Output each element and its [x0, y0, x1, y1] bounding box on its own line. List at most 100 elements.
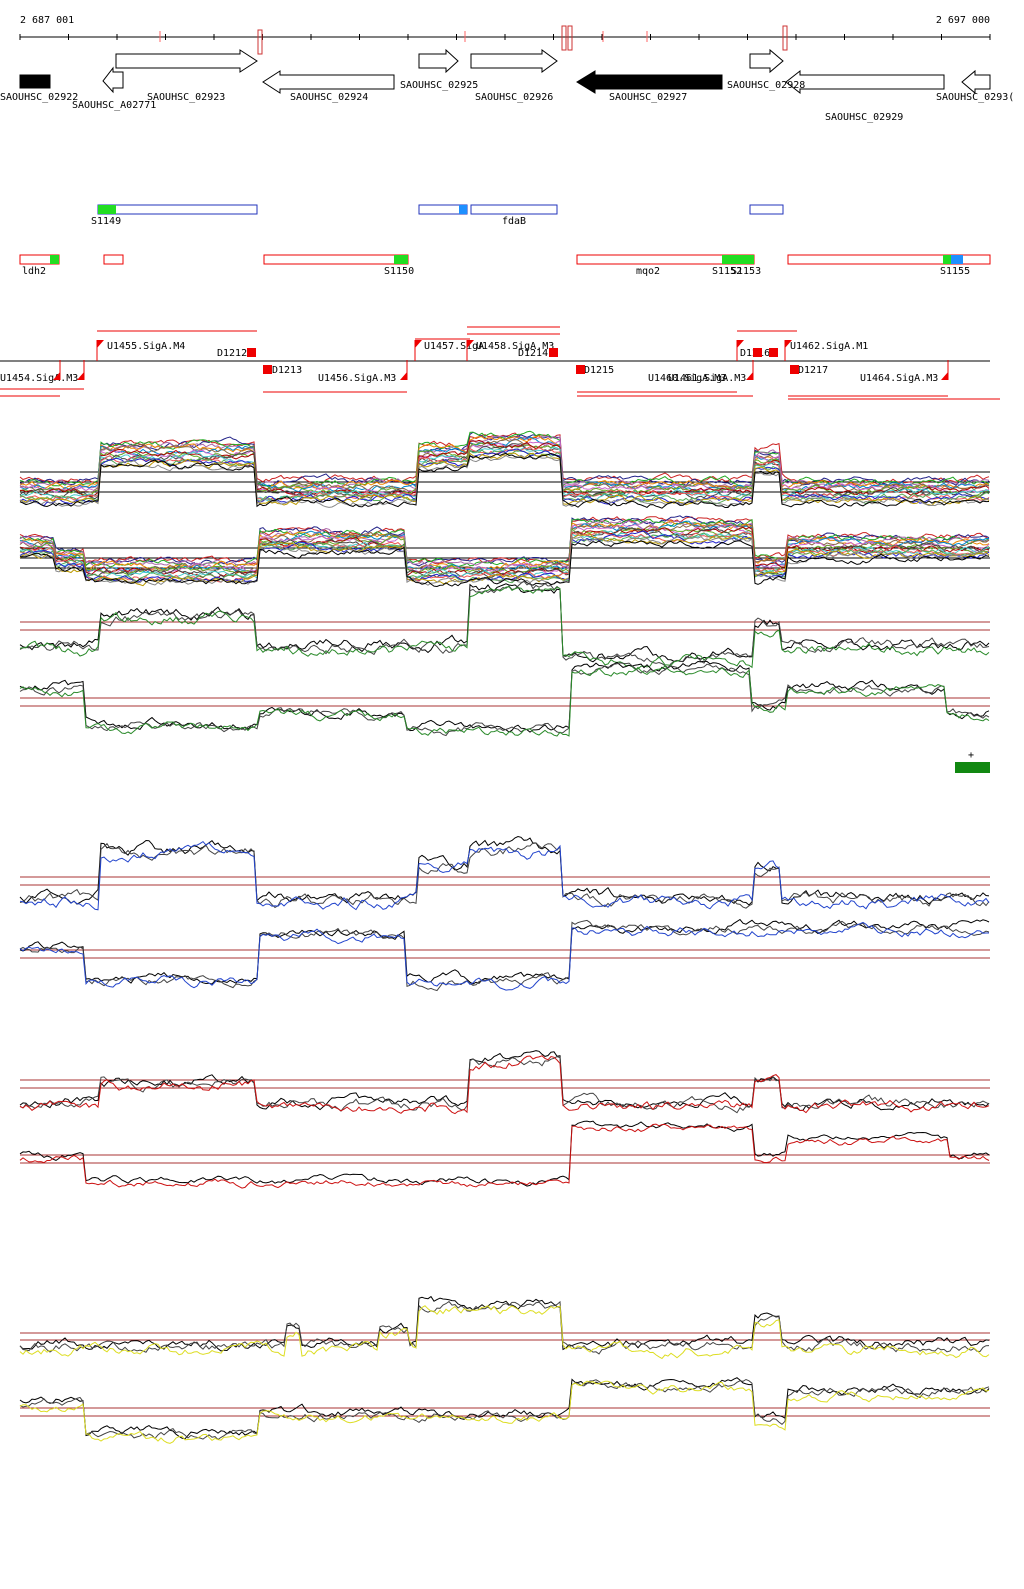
- signal-trace: [19, 431, 990, 487]
- signal-trace: [19, 1300, 990, 1355]
- feature-label: ldh2: [22, 266, 46, 277]
- promoter-flag: [400, 372, 407, 380]
- signal-trace: [19, 452, 990, 509]
- axis-feature: [561, 25, 567, 51]
- feature: [951, 255, 963, 264]
- promoter-flag: [737, 340, 744, 348]
- gene: [470, 49, 558, 73]
- signal-trace: [19, 540, 990, 588]
- signal-trace: [19, 454, 990, 508]
- feature: [97, 204, 258, 215]
- feature: [50, 255, 59, 264]
- promoter-label: U1455.SigA.M4: [107, 341, 185, 352]
- promoter-label: U1456.SigA.M3: [318, 373, 396, 384]
- feature: [394, 255, 408, 264]
- feature: [749, 204, 784, 215]
- terminator: [790, 365, 799, 374]
- signal-trace: [19, 1377, 990, 1440]
- feature-label: S1150: [384, 266, 414, 277]
- gene: [749, 48, 784, 74]
- promoter-label: U1460.SigA.M3: [648, 373, 726, 384]
- terminator: [753, 348, 762, 357]
- feature-label: S1149: [91, 216, 121, 227]
- promoter-label: D1213: [272, 365, 302, 376]
- signal-trace: [19, 452, 990, 507]
- start-coordinate: 2 687 001: [20, 15, 74, 26]
- promoter-label: U1457.SigA: [424, 341, 484, 352]
- promoter-flag: [785, 340, 792, 348]
- feature: [943, 255, 951, 264]
- signal-trace: [19, 840, 990, 911]
- terminator: [576, 365, 585, 374]
- gene-label: SAOUHSC_02927: [609, 92, 687, 103]
- signal-trace: [19, 1305, 990, 1360]
- signal-trace: [19, 1378, 990, 1441]
- signal-trace: [19, 1055, 990, 1115]
- promoter-flag: [415, 340, 422, 348]
- signal-trace: [19, 446, 990, 502]
- feature: [787, 254, 991, 265]
- feature-label: S1152: [712, 266, 742, 277]
- promoter-label: U1464.SigA.M3: [860, 373, 938, 384]
- gene: [262, 70, 395, 94]
- gene-label: SAOUHSC_02929: [825, 112, 903, 123]
- promoter-flag: [746, 372, 753, 380]
- promoter-flag: [77, 372, 84, 380]
- axis-feature: [257, 29, 263, 55]
- signal-trace: [19, 586, 990, 670]
- signal-trace: [19, 580, 990, 669]
- signal-trace: [19, 842, 990, 909]
- promoter-label: U1458.SigA.M3: [476, 341, 554, 352]
- signal-trace: [19, 515, 990, 567]
- promoter-label: D1214: [518, 348, 548, 359]
- promoter-label: U1462.SigA.M1: [790, 341, 868, 352]
- signal-trace: [19, 665, 990, 737]
- signal-trace: [19, 921, 989, 991]
- signal-trace: [19, 1295, 990, 1352]
- signal-trace: [19, 533, 990, 587]
- gene-label: SAOUHSC_02922: [0, 92, 78, 103]
- signal-trace: [19, 520, 990, 571]
- signal-trace: [19, 1123, 990, 1189]
- gene-label: SAOUHSC_02923: [147, 92, 225, 103]
- promoter-label: U1461.SigA.M3: [668, 373, 746, 384]
- terminator: [549, 348, 558, 357]
- promoter-flag: [97, 340, 104, 348]
- terminator: [769, 348, 778, 357]
- signal-trace: [19, 662, 990, 737]
- marker-box: [955, 762, 990, 773]
- terminator: [263, 365, 272, 374]
- signal-trace: [19, 660, 990, 733]
- feature: [470, 204, 558, 215]
- end-coordinate: 2 697 000: [936, 15, 990, 26]
- promoter-flag: [53, 372, 60, 380]
- feature: [459, 205, 467, 214]
- signal-trace: [19, 446, 990, 502]
- promoter-label: D1215: [584, 365, 614, 376]
- gene-label: SAOUHSC_A02771: [72, 100, 156, 111]
- signal-trace: [19, 435, 990, 492]
- promoter-label: U1454.SigA.M3: [0, 373, 78, 384]
- signal-trace: [19, 583, 990, 663]
- gene: [576, 70, 723, 94]
- marker-label: +: [968, 750, 974, 761]
- gene: [102, 66, 124, 94]
- promoter-label: D1217: [798, 365, 828, 376]
- feature: [722, 255, 754, 264]
- signal-trace: [19, 1380, 990, 1444]
- gene: [961, 69, 991, 95]
- feature-boxes: [19, 204, 991, 265]
- promoter-flag: [467, 340, 474, 348]
- promoter-flag: [941, 372, 948, 380]
- signal-trace: [19, 432, 990, 487]
- feature-label: mqo2: [636, 266, 660, 277]
- signal-trace: [19, 435, 990, 490]
- signal-trace: [19, 918, 990, 985]
- gene-label: SAOUHSC_0293(: [936, 92, 1014, 103]
- gene-arrows: [19, 48, 991, 95]
- gene: [19, 74, 51, 89]
- axis-feature: [567, 25, 573, 51]
- feature-label: fdaB: [502, 216, 526, 227]
- gene: [418, 48, 459, 74]
